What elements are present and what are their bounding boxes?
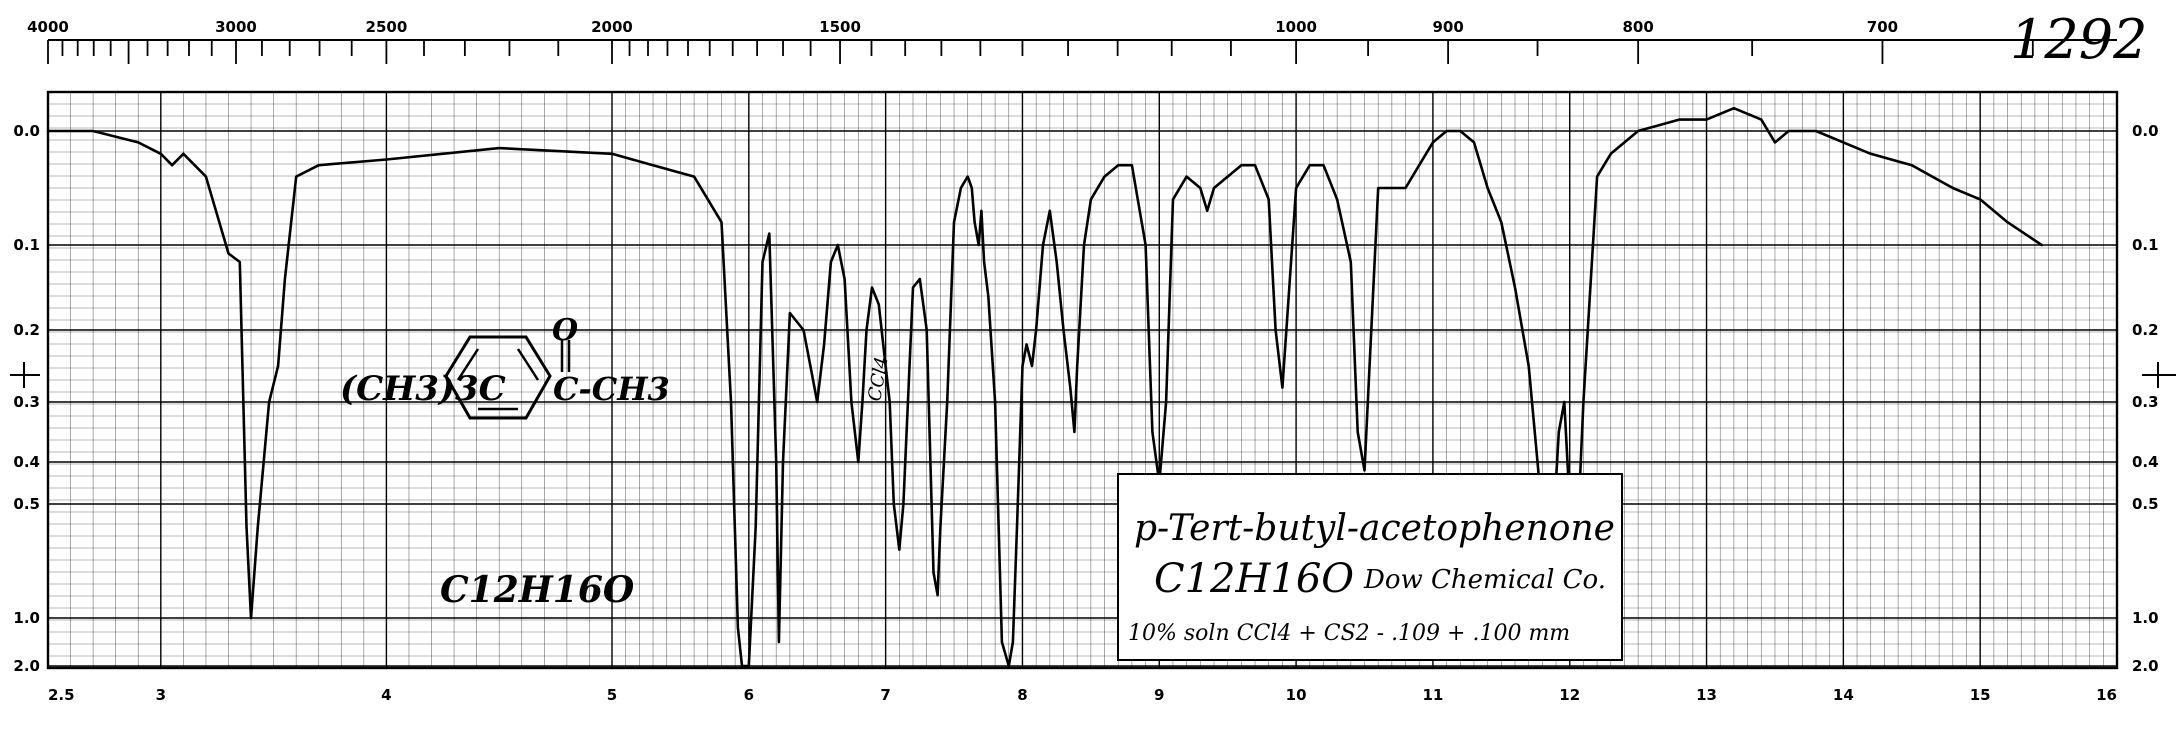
left-reference-mark [10,362,40,388]
conditions-label: 10% soln CCl4 + CS2 - .109 + .100 mm [1128,621,1570,646]
x-tick-label-bottom: 16 [2096,686,2117,704]
x-tick-label-bottom: 5 [607,686,617,704]
x-tick-label-top: 4000 [27,18,69,36]
x-tick-label-top: 700 [1867,18,1898,36]
benzene-ring [444,335,552,420]
catalog-number: 1292 [2010,8,2147,71]
x-tick-label-top: 2500 [366,18,408,36]
y-tick-label-left: 0.0 [13,122,40,140]
chart-grid [47,92,2118,668]
y-tick-label-right: 0.2 [2132,321,2159,339]
x-axis-top-ticks: 4000 3000 2500 2000 1500 1000 900 800 700 [27,18,1898,36]
x-tick-label-bottom: 7 [880,686,890,704]
x-tick-label-bottom: 15 [1970,686,1991,704]
ring-inner-bond [456,348,480,381]
x-tick-label-top: 1000 [1275,18,1317,36]
x-tick-label-top: 2000 [591,18,633,36]
compound-formula: C12H16O [1154,556,1354,602]
ring-inner-bond [516,348,540,381]
x-tick-label-bottom: 13 [1696,686,1717,704]
carbonyl-oxygen: O [552,313,578,348]
x-tick-label-bottom: 8 [1017,686,1027,704]
y-axis-left-ticks: 0.0 0.1 0.2 0.3 0.4 0.5 1.0 2.0 [13,122,40,675]
top-ruler [47,39,2117,64]
x-tick-label-bottom: 12 [1559,686,1580,704]
x-tick-label-bottom: 4 [381,686,391,704]
x-tick-label-top: 800 [1622,18,1653,36]
plot-frame [46,90,2119,670]
y-tick-label-left: 0.4 [13,453,40,471]
x-tick-label-top: 3000 [215,18,257,36]
y-tick-label-left: 0.1 [13,236,40,254]
molecular-structure: (CH3)3C C-CH3 O C12H16O CCl4 [340,313,893,611]
annotation-box-frame [1117,473,1623,661]
right-reference-mark [2142,362,2176,388]
structure-right-group: C-CH3 [553,370,670,408]
structure-left-group: (CH3)3C [340,369,506,409]
y-tick-label-right: 0.5 [2132,495,2159,513]
y-tick-label-left: 0.2 [13,321,40,339]
x-tick-label-top: 900 [1432,18,1463,36]
structure-formula: C12H16O [440,569,635,611]
y-tick-label-right: 0.1 [2132,236,2159,254]
x-tick-label-bottom: 3 [156,686,166,704]
compound-name: p-Tert-butyl-acetophenone [1134,508,1615,549]
x-tick-label-bottom: 9 [1154,686,1164,704]
y-tick-label-right: 0.4 [2132,453,2159,471]
x-tick-label-bottom: 14 [1833,686,1854,704]
x-tick-label-bottom: 6 [744,686,754,704]
source-label: Dow Chemical Co. [1363,565,1606,595]
y-tick-label-left: 1.0 [13,609,40,627]
carbonyl-double-bond [560,340,571,372]
x-tick-label-bottom: 11 [1422,686,1443,704]
y-axis-right-ticks: 0.0 0.1 0.2 0.3 0.4 0.5 1.0 2.0 [2132,122,2159,675]
y-tick-label-right: 0.3 [2132,393,2159,411]
y-tick-label-left: 0.5 [13,495,40,513]
x-tick-label-bottom: 10 [1286,686,1307,704]
y-tick-label-left: 0.3 [13,393,40,411]
y-tick-label-right: 0.0 [2132,122,2159,140]
y-tick-label-right: 1.0 [2132,609,2159,627]
x-tick-label-top: 1500 [819,18,861,36]
y-tick-label-left: 2.0 [13,657,40,675]
x-tick-label-bottom: 2.5 [48,686,75,704]
x-axis-bottom-ticks: 2.5 3 4 5 6 7 8 9 10 11 12 13 14 15 16 [48,686,2117,704]
y-tick-label-right: 2.0 [2132,657,2159,675]
annotation-box: p-Tert-butyl-acetophenone C12H16O Dow Ch… [1117,473,1623,661]
